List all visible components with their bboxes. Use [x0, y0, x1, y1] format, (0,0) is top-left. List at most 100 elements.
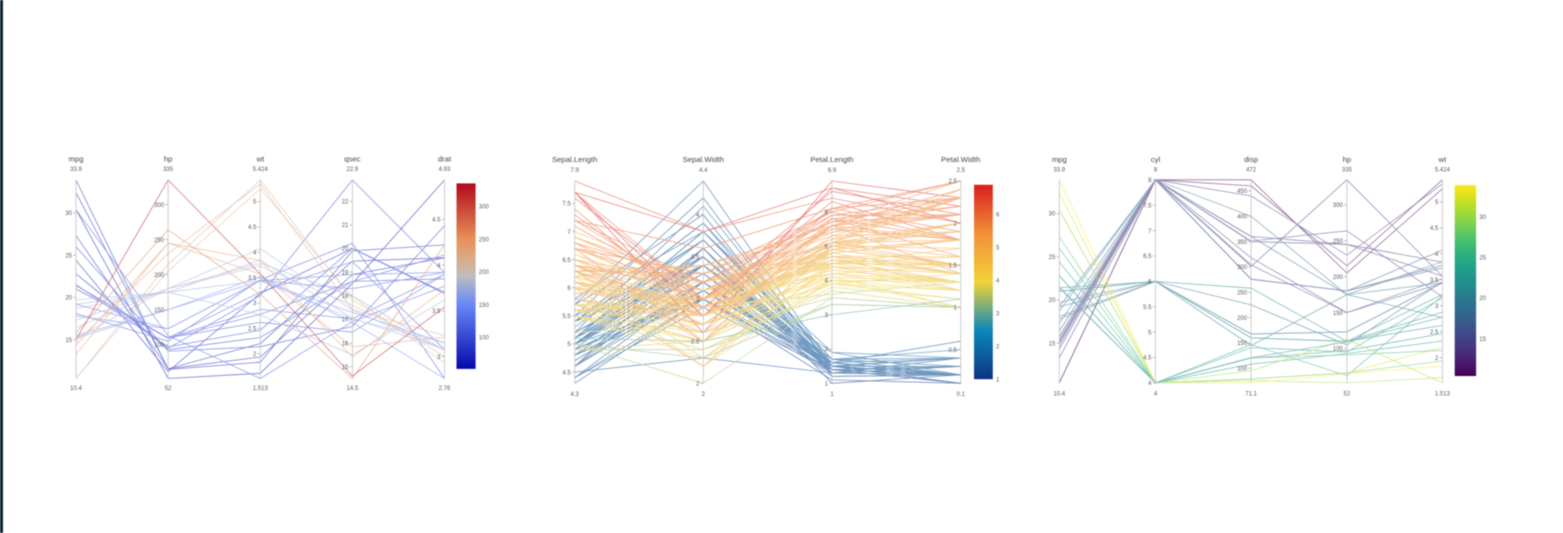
svg-text:drat: drat [438, 155, 452, 164]
svg-text:Sepal.Length: Sepal.Length [552, 155, 597, 164]
svg-text:6: 6 [1148, 280, 1152, 286]
svg-text:1: 1 [825, 382, 829, 388]
svg-text:hp: hp [1343, 155, 1352, 164]
svg-text:450: 450 [1237, 189, 1248, 195]
svg-text:200: 200 [154, 273, 165, 279]
svg-text:4.93: 4.93 [439, 167, 451, 173]
svg-text:7: 7 [567, 230, 571, 236]
svg-text:0.5: 0.5 [948, 348, 957, 354]
svg-text:71.1: 71.1 [1245, 392, 1257, 398]
svg-text:10.4: 10.4 [70, 386, 82, 392]
svg-text:2.76: 2.76 [439, 386, 451, 392]
svg-text:2: 2 [702, 392, 706, 398]
svg-text:7.5: 7.5 [562, 202, 571, 208]
svg-text:4: 4 [696, 213, 700, 219]
svg-text:5: 5 [567, 342, 571, 348]
svg-text:335: 335 [163, 167, 174, 173]
svg-text:150: 150 [1237, 341, 1248, 347]
svg-text:20: 20 [1049, 298, 1056, 304]
svg-text:14.5: 14.5 [347, 386, 359, 392]
svg-text:Petal.Width: Petal.Width [941, 155, 980, 164]
svg-text:4: 4 [825, 279, 829, 285]
svg-text:6: 6 [996, 213, 1000, 219]
svg-text:7.5: 7.5 [1143, 203, 1152, 209]
svg-text:2.5: 2.5 [691, 339, 700, 345]
svg-text:2: 2 [1435, 356, 1439, 362]
svg-text:5: 5 [825, 244, 829, 250]
svg-text:250: 250 [1333, 239, 1344, 245]
svg-text:100: 100 [1333, 347, 1344, 353]
svg-text:Sepal.Width: Sepal.Width [683, 155, 724, 164]
svg-text:2: 2 [825, 347, 829, 353]
svg-text:250: 250 [479, 237, 490, 243]
svg-text:mpg: mpg [1052, 155, 1067, 164]
svg-text:5: 5 [253, 200, 257, 206]
svg-text:30: 30 [1049, 212, 1056, 218]
svg-text:0.1: 0.1 [957, 392, 966, 398]
svg-text:3: 3 [253, 301, 257, 307]
svg-text:4: 4 [437, 263, 441, 269]
svg-text:18: 18 [342, 294, 349, 300]
svg-text:2: 2 [253, 352, 257, 358]
svg-text:3: 3 [825, 313, 829, 319]
svg-text:disp: disp [1244, 155, 1258, 164]
svg-text:5: 5 [996, 246, 1000, 252]
svg-text:2: 2 [696, 382, 700, 388]
svg-text:4.5: 4.5 [248, 225, 257, 231]
svg-text:22: 22 [342, 199, 349, 205]
svg-text:4: 4 [1435, 252, 1439, 258]
svg-text:2.5: 2.5 [948, 179, 957, 185]
svg-text:5.5: 5.5 [1143, 305, 1152, 311]
svg-text:5: 5 [1148, 330, 1152, 336]
svg-text:3.5: 3.5 [248, 276, 257, 282]
svg-text:7.9: 7.9 [571, 168, 580, 174]
svg-text:6: 6 [825, 210, 829, 216]
svg-text:10.4: 10.4 [1053, 392, 1065, 398]
svg-text:3.5: 3.5 [691, 255, 700, 261]
svg-text:3.5: 3.5 [1430, 278, 1439, 284]
svg-text:33.9: 33.9 [70, 167, 82, 173]
svg-text:5.5: 5.5 [562, 314, 571, 320]
svg-text:5.424: 5.424 [1435, 168, 1451, 174]
svg-text:8: 8 [1154, 168, 1158, 174]
svg-text:300: 300 [479, 205, 490, 211]
svg-text:3: 3 [996, 312, 1000, 318]
svg-text:25: 25 [1049, 255, 1056, 261]
svg-text:100: 100 [1237, 366, 1248, 372]
svg-text:20: 20 [1479, 296, 1486, 302]
svg-text:2: 2 [996, 344, 1000, 350]
svg-text:8: 8 [1148, 178, 1152, 184]
svg-text:2.5: 2.5 [248, 327, 257, 333]
svg-text:150: 150 [479, 303, 490, 309]
svg-text:4.5: 4.5 [1143, 356, 1152, 362]
svg-text:wt: wt [1438, 155, 1448, 164]
svg-text:15: 15 [342, 365, 349, 371]
svg-text:400: 400 [1237, 214, 1248, 220]
svg-text:250: 250 [154, 238, 165, 244]
svg-text:1: 1 [953, 306, 957, 312]
svg-text:25: 25 [65, 253, 72, 259]
svg-text:17: 17 [342, 318, 349, 324]
svg-text:15: 15 [65, 338, 72, 344]
svg-text:qsec: qsec [344, 155, 360, 164]
svg-text:25: 25 [1479, 256, 1486, 262]
svg-text:20: 20 [342, 247, 349, 253]
svg-text:1.513: 1.513 [253, 386, 269, 392]
svg-text:300: 300 [154, 203, 165, 209]
svg-text:4.5: 4.5 [1430, 226, 1439, 232]
svg-text:15: 15 [1049, 341, 1056, 347]
svg-text:3.5: 3.5 [432, 309, 441, 315]
svg-text:4.5: 4.5 [432, 218, 441, 224]
svg-text:52: 52 [1344, 392, 1351, 398]
svg-text:1.513: 1.513 [1435, 392, 1451, 398]
svg-text:Petal.Length: Petal.Length [810, 155, 853, 164]
svg-text:20: 20 [65, 296, 72, 302]
svg-text:22.9: 22.9 [347, 167, 359, 173]
svg-text:100: 100 [154, 343, 165, 349]
svg-text:21: 21 [342, 223, 349, 229]
svg-text:150: 150 [1333, 311, 1344, 317]
svg-text:4: 4 [253, 250, 257, 256]
svg-text:33.9: 33.9 [1053, 168, 1065, 174]
svg-text:2.5: 2.5 [1430, 330, 1439, 336]
svg-text:4: 4 [1154, 392, 1158, 398]
